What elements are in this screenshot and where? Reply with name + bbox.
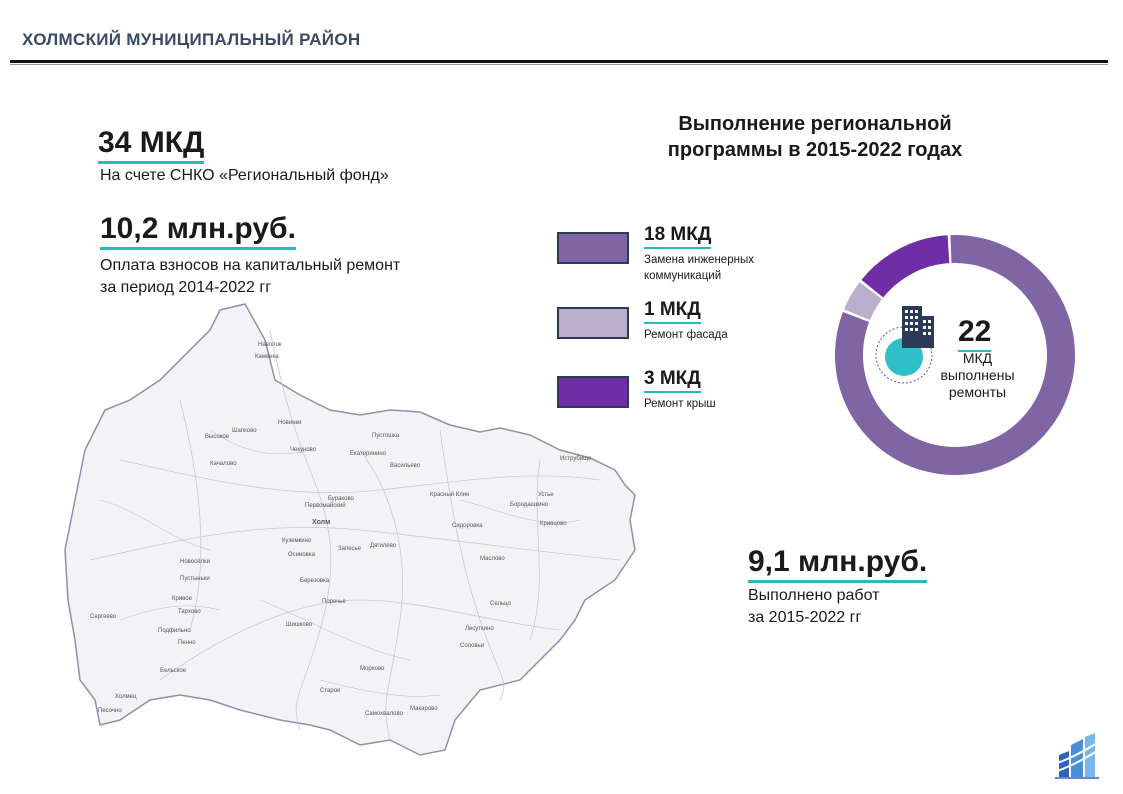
legend-label: Ремонт крыш [644, 398, 716, 410]
legend-swatch [557, 307, 629, 339]
page-title: ХОЛМСКИЙ МУНИЦИПАЛЬНЫЙ РАЙОН [22, 30, 361, 49]
program-title: Выполнение региональной программы в 2015… [667, 113, 963, 161]
map-place: Маслово [480, 556, 505, 562]
legend-label: Замена инженерных коммуникаций [644, 254, 754, 282]
map-place: Бураково [328, 496, 355, 502]
map-place: Новинки [278, 420, 302, 426]
works-stat: 9,1 млн.руб. [748, 545, 928, 583]
repairs-donut-chart [835, 235, 1075, 475]
map-place: Пустошка [372, 433, 400, 439]
legend-item-engineering: 18 МКД Замена инженерных коммуникаций [557, 224, 807, 292]
map-place: Пенно [178, 640, 196, 646]
map-place: Бельское [160, 668, 187, 674]
map-place: Кривое [172, 596, 193, 602]
payments-desc: Оплата взносов на капитальный ремонт за … [100, 257, 401, 296]
legend-value: 3 МКД [644, 368, 701, 393]
map-place: Запесье [338, 546, 362, 552]
map-place: Кривцово [540, 521, 567, 527]
legend-swatch [557, 376, 629, 408]
map-place: Шапково [232, 428, 257, 434]
mkd-count-stat: 34 МКД [98, 126, 205, 164]
payments-stat: 10,2 млн.руб. [100, 212, 296, 250]
map-place: Васильево [390, 463, 421, 469]
map-place: Чекуново [290, 447, 317, 453]
map-place: Лесуткино [465, 626, 494, 632]
map-place: Соловьи [460, 643, 484, 649]
map-place: Куземкино [282, 538, 312, 544]
map-place: Старое [320, 688, 341, 694]
map-place: Сергеево [90, 614, 117, 620]
donut-center-label: МКД выполнены ремонты [940, 350, 1015, 400]
donut-slice-2 [861, 235, 950, 298]
map-place: Тархово [178, 609, 201, 615]
legend-value: 18 МКД [644, 224, 712, 249]
header-divider-thin [10, 64, 1108, 65]
legend-item-facade: 1 МКД Ремонт фасада [557, 299, 807, 367]
map-place: Дягилево [370, 543, 397, 549]
legend-label: Ремонт фасада [644, 329, 728, 341]
map-place: Сидоровка [452, 523, 483, 529]
map-place: Макарово [410, 706, 438, 712]
map-place: Наволок [258, 342, 282, 348]
map-place: Холмец [115, 694, 137, 700]
map-place: Песочно [98, 708, 122, 714]
map-place: Бородашкино [510, 502, 549, 508]
fund-logo [1055, 733, 1099, 779]
donut-center-value: 22 [958, 315, 992, 352]
legend-value: 1 МКД [644, 299, 701, 324]
map-place: Пустыньки [180, 576, 210, 582]
map-place: Сельцо [490, 601, 511, 607]
map-place: Морхово [360, 666, 385, 672]
map-place: Подфильно [158, 628, 191, 634]
building-icon [875, 306, 934, 384]
map-place: Холм [312, 519, 330, 526]
map-place: Самохвалово [365, 711, 404, 717]
map-place: Березовка [300, 578, 330, 584]
map-place: Новосёлки [180, 559, 210, 565]
mkd-count-desc: На счете СНКО «Региональный фонд» [100, 167, 389, 184]
legend-item-roofs: 3 МКД Ремонт крыш [557, 368, 807, 436]
map-place: Поречье [322, 599, 346, 605]
map-place: Устье [538, 492, 554, 498]
map-place: Качалово [210, 461, 237, 467]
map-place: Шишково [286, 622, 313, 628]
map-place: Высокое [205, 434, 230, 440]
legend-swatch [557, 232, 629, 264]
header-divider [10, 60, 1108, 63]
map-place: Красный Клин [430, 491, 469, 498]
district-map: Наволок Каменка Новинки Шапково Высокое … [64, 303, 636, 756]
map-place: Каменка [255, 354, 279, 360]
map-place: Осиновка [288, 552, 316, 558]
map-place: Первомайский [305, 502, 346, 509]
donut-slice-1 [844, 282, 882, 320]
map-place: Иструбище [560, 456, 592, 462]
map-place: Екатерининo [350, 451, 387, 457]
works-desc: Выполнено работ за 2015-2022 гг [748, 587, 880, 626]
